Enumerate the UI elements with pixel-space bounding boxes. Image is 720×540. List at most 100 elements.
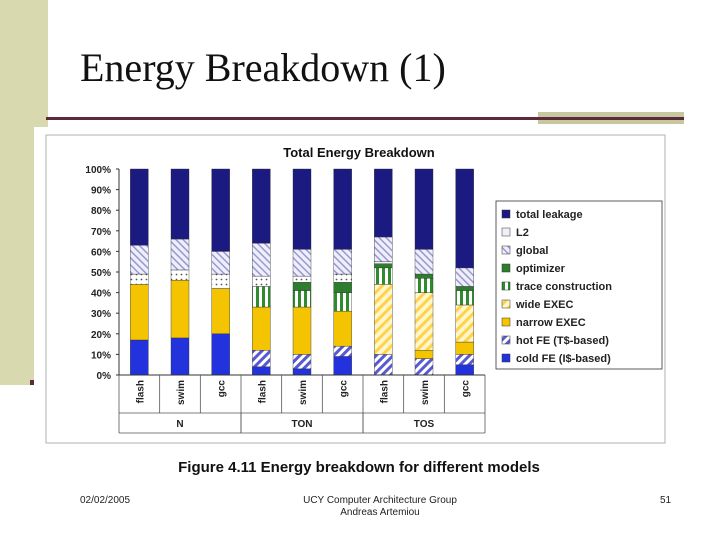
legend-swatch: [501, 227, 511, 237]
y-tick-label: 20%: [91, 330, 111, 341]
bar-segment: [374, 263, 393, 269]
x-tick-label: swim: [420, 380, 431, 405]
bar-segment: [211, 288, 230, 334]
title-rule: [46, 117, 684, 120]
legend-label: total leakage: [516, 209, 583, 221]
bar-segment: [292, 282, 312, 291]
legend-swatch: [501, 353, 511, 363]
bar-segment: [170, 280, 190, 339]
bar-segment: [252, 366, 271, 376]
bar-segment: [130, 284, 149, 341]
bar-segment: [130, 168, 149, 246]
legend: total leakage L2 global optimizer trace cons…: [495, 200, 663, 370]
x-tick-label: flash: [379, 380, 390, 403]
legend-swatch: [501, 209, 511, 219]
bar-segment: [414, 350, 434, 359]
bar-segment: [455, 354, 474, 365]
bar-segment: [130, 245, 149, 275]
bar-segment: [292, 249, 312, 277]
bar-segment: [252, 168, 271, 244]
legend-label: cold FE (I$-based): [516, 353, 611, 365]
bar-segment: [252, 242, 271, 277]
bars-layer: [119, 168, 485, 376]
bar-segment: [130, 339, 149, 376]
bar-segment: [292, 354, 312, 370]
x-group-label: N: [176, 419, 183, 430]
bar-segment: [455, 168, 474, 269]
legend-swatch: [501, 299, 511, 309]
bar-segment: [414, 292, 434, 351]
bar-segment: [414, 273, 434, 279]
bar-segment: [455, 341, 474, 355]
y-tick-label: 80%: [91, 206, 111, 217]
legend-swatch: [501, 335, 511, 345]
page-number: 51: [660, 495, 672, 506]
bar-segment: [170, 337, 190, 376]
chart-title: Total Energy Breakdown: [283, 145, 435, 160]
bar-segment: [333, 345, 352, 357]
bar-segment: [374, 168, 393, 238]
footer-date: 02/02/2005: [80, 495, 131, 506]
figure-caption: Figure 4.11 Energy breakdown for differe…: [178, 459, 540, 476]
x-axis: flash swim gcc flash swim gcc flash swim gcc N TON…: [118, 375, 486, 434]
bar-segment: [455, 290, 474, 306]
chart-figure: Total Energy Breakdown 0% 10% 20% 30% 40% 50%…: [34, 127, 684, 477]
bar-segment: [414, 168, 434, 250]
legend-box: [495, 200, 663, 370]
legend-swatch: [501, 263, 511, 273]
bar-segment: [292, 168, 312, 250]
bar-segment: [252, 350, 271, 367]
bar-segment: [252, 286, 271, 308]
legend-label: narrow EXEC: [516, 317, 586, 329]
bar-segment: [170, 168, 190, 240]
bar-segment: [455, 364, 474, 376]
bar-segment: [455, 267, 474, 287]
bar-segment: [333, 282, 352, 293]
bar-segment: [211, 251, 230, 275]
bar-segment: [170, 238, 190, 271]
legend-swatch: [501, 281, 511, 291]
bar-segment: [374, 354, 393, 376]
x-tick-label: gcc: [461, 380, 472, 398]
y-tick-label: 60%: [91, 247, 111, 258]
bar-segment: [333, 168, 352, 250]
x-tick-label: swim: [298, 380, 309, 405]
slide-title: Energy Breakdown (1): [80, 45, 446, 90]
bar-segment: [292, 368, 312, 376]
bar-segment: [374, 236, 393, 262]
bar-segment: [333, 273, 352, 283]
legend-swatch: [501, 317, 511, 327]
bar-segment: [130, 273, 149, 285]
bar-segment: [211, 168, 230, 252]
bar-segment: [211, 333, 230, 376]
legend-label: global: [516, 245, 548, 257]
bar-segment: [333, 310, 352, 347]
legend-label: wide EXEC: [515, 299, 574, 311]
y-axis: 0% 10% 20% 30% 40% 50% 60% 70% 80% 90% 100%: [85, 165, 120, 382]
footer-credits: UCY Computer Architecture Group Andreas …: [290, 495, 470, 519]
x-tick-label: swim: [176, 380, 187, 405]
bar-segment: [455, 304, 474, 343]
left-decoration-strip-lower: [0, 385, 34, 540]
bar-segment: [414, 249, 434, 275]
y-tick-label: 10%: [91, 350, 111, 361]
y-tick-label: 70%: [91, 227, 111, 238]
x-group-label: TOS: [414, 419, 435, 430]
y-tick-label: 90%: [91, 186, 111, 197]
y-tick-label: 0%: [97, 371, 112, 382]
legend-label: optimizer: [516, 263, 566, 275]
x-tick-label: gcc: [217, 380, 228, 398]
x-tick-label: flash: [135, 380, 146, 403]
y-tick-label: 100%: [85, 165, 111, 176]
legend-label: trace construction: [516, 281, 612, 293]
bar-segment: [374, 261, 393, 264]
x-tick-label: gcc: [339, 380, 350, 398]
y-tick-label: 30%: [91, 309, 111, 320]
bar-segment: [292, 275, 312, 283]
legend-label: L2: [516, 227, 529, 239]
bar-segment: [455, 286, 474, 291]
bar-segment: [374, 267, 393, 285]
x-group-label: TON: [292, 419, 313, 430]
footer-author: Andreas Artemiou: [340, 507, 420, 518]
legend-swatch: [501, 245, 511, 255]
